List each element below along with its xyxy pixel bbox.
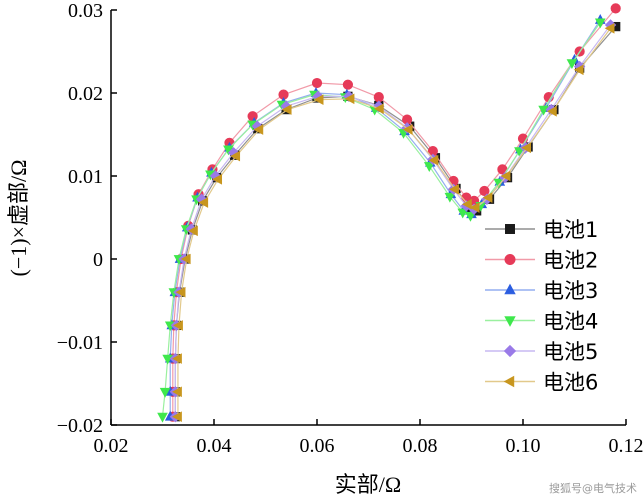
legend-marker [504, 254, 516, 266]
data-point [546, 105, 557, 117]
legend-entry-2: 电池2 [485, 249, 598, 273]
legend-entry-1: 电池1 [485, 218, 598, 242]
y-tick-label: 0.02 [68, 83, 103, 105]
data-point [157, 412, 168, 423]
data-point [573, 64, 584, 76]
data-point [604, 22, 615, 34]
x-axis-ticks: 0.02 0.04 0.06 0.08 0.10 0.12 [94, 419, 643, 457]
data-point [344, 93, 355, 105]
series-line [177, 27, 612, 417]
legend-entry-4: 电池4 [485, 310, 598, 334]
series-6 [172, 22, 615, 423]
x-tick-label: 0.02 [94, 435, 129, 457]
legend: 电池1 电池2 电池3 电池4 电池5 电池6 [485, 218, 598, 395]
legend-label: 电池4 [543, 310, 598, 334]
legend-label: 电池5 [543, 340, 598, 364]
data-point [594, 18, 606, 29]
x-tick-label: 0.10 [506, 435, 541, 457]
data-point [469, 202, 480, 213]
data-point [610, 3, 621, 14]
y-tick-label: 0.03 [68, 0, 103, 22]
data-point [479, 185, 490, 197]
x-axis-title: 实部/Ω [335, 472, 401, 497]
data-point [566, 59, 578, 70]
data-point [521, 142, 532, 154]
data-point [230, 150, 241, 162]
legend-entry-6: 电池6 [485, 371, 598, 395]
data-point [313, 94, 324, 105]
data-point [373, 92, 384, 103]
series-line [161, 22, 601, 417]
data-point [198, 197, 209, 208]
data-point [402, 124, 413, 135]
data-point [159, 387, 171, 398]
series-line [169, 19, 601, 417]
data-point [311, 77, 323, 89]
series-3 [164, 14, 606, 421]
legend-label: 电池2 [543, 249, 598, 273]
x-tick-label: 0.12 [609, 435, 643, 457]
data-point [281, 104, 292, 115]
y-axis-ticks: −0.02 −0.01 0 0.01 0.02 0.03 [57, 0, 117, 437]
series-4 [157, 18, 606, 423]
y-axis-title: (−1)×虚部/Ω [6, 160, 31, 277]
legend-entry-5: 电池5 [485, 340, 598, 364]
data-point [173, 320, 183, 331]
y-tick-label: 0 [93, 249, 103, 271]
data-point [465, 211, 476, 222]
data-point [172, 386, 182, 398]
legend-label: 电池1 [543, 218, 598, 242]
data-point [514, 147, 525, 158]
y-tick-label: −0.02 [57, 415, 103, 437]
data-point [423, 162, 435, 172]
data-point [482, 192, 493, 203]
y-tick-label: 0.01 [68, 166, 103, 188]
legend-label: 电池3 [543, 279, 598, 303]
data-point [428, 154, 439, 166]
data-point [461, 198, 472, 210]
data-point [538, 105, 549, 116]
data-point [449, 183, 459, 195]
data-point [172, 353, 182, 364]
data-point [212, 174, 223, 185]
data-point [188, 225, 198, 237]
watermark: 搜狐号@电气技术 [549, 482, 637, 495]
data-point [342, 79, 354, 90]
legend-marker [505, 224, 515, 234]
data-point [373, 103, 384, 115]
data-point [180, 253, 191, 265]
data-point [253, 124, 264, 135]
legend-marker [504, 316, 516, 327]
data-point [162, 354, 173, 365]
data-point [500, 170, 511, 182]
data-point [172, 411, 182, 423]
legend-marker [503, 344, 517, 358]
legend-marker [503, 375, 515, 388]
x-tick-label: 0.08 [403, 435, 438, 457]
plot-area [157, 3, 621, 423]
data-point [175, 286, 186, 298]
x-tick-label: 0.04 [197, 435, 232, 457]
y-tick-label: −0.01 [57, 332, 103, 354]
data-point [457, 208, 469, 219]
x-tick-label: 0.06 [300, 435, 335, 457]
data-point [444, 192, 456, 203]
legend-entry-3: 电池3 [485, 279, 598, 303]
legend-label: 电池6 [543, 371, 598, 395]
data-point [247, 111, 258, 122]
legend-marker [504, 283, 516, 295]
